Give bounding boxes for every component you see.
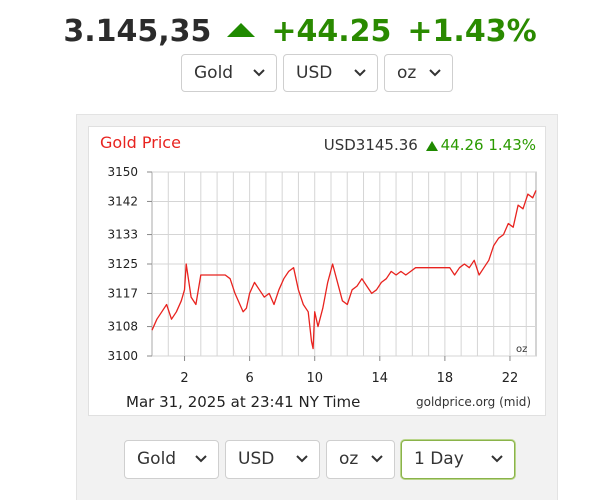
chart-quote-change: 44.26 — [440, 136, 484, 154]
chevron-down-icon — [429, 69, 441, 77]
price-header: 3.145,35 +44.25 +1.43% — [0, 12, 600, 52]
chart-title: Gold Price — [100, 133, 181, 152]
x-tick-label: 2 — [180, 371, 188, 386]
chevron-down-icon — [371, 455, 383, 463]
chart-unit-label: oz — [516, 344, 527, 355]
y-tick-label: 3142 — [107, 194, 138, 208]
bottom-currency-select-value: USD — [238, 449, 275, 469]
up-arrow-icon — [227, 22, 256, 37]
metal-select-value: Gold — [194, 63, 234, 83]
chevron-down-icon — [354, 69, 366, 77]
price-change: +44.25 — [271, 14, 392, 49]
chevron-down-icon — [253, 69, 265, 77]
chart-quote: USD3145.36 44.26 1.43% — [324, 136, 536, 154]
x-tick-label: 10 — [306, 371, 323, 386]
y-tick-label: 3117 — [107, 286, 138, 300]
x-tick-label: 14 — [372, 371, 389, 386]
bottom-currency-select[interactable]: USD — [225, 440, 320, 479]
chevron-down-icon — [296, 455, 308, 463]
chevron-down-icon — [195, 455, 207, 463]
bottom-unit-select-value: oz — [339, 449, 359, 469]
unit-select-value: oz — [397, 63, 417, 83]
current-price: 3.145,35 — [63, 14, 212, 49]
price-series-line — [151, 190, 537, 350]
currency-select[interactable]: USD — [283, 54, 378, 92]
chart-source: goldprice.org (mid) — [416, 395, 532, 409]
x-tick-label: 6 — [245, 371, 253, 386]
y-tick-label: 3125 — [107, 257, 138, 271]
currency-select-value: USD — [296, 63, 333, 83]
chevron-down-icon — [491, 455, 503, 463]
time-range-select[interactable]: 1 Day — [401, 440, 515, 479]
x-tick-label: 18 — [437, 371, 454, 386]
chart-timestamp: Mar 31, 2025 at 23:41 NY Time — [126, 393, 361, 411]
chart-quote-change-percent: 1.43% — [488, 136, 536, 154]
bottom-metal-select[interactable]: Gold — [124, 440, 219, 479]
y-tick-label: 3108 — [107, 320, 138, 334]
metal-select[interactable]: Gold — [181, 54, 277, 92]
y-tick-label: 3133 — [107, 228, 138, 242]
chart-box — [88, 126, 546, 416]
bottom-unit-select[interactable]: oz — [326, 440, 395, 479]
price-change-percent: +1.43% — [407, 14, 537, 49]
unit-select[interactable]: oz — [384, 54, 453, 92]
chart-quote-price: USD3145.36 — [323, 136, 418, 154]
y-tick-label: 3150 — [107, 165, 138, 179]
time-range-select-value: 1 Day — [414, 449, 464, 469]
bottom-metal-select-value: Gold — [137, 449, 177, 469]
x-tick-label: 22 — [502, 371, 519, 386]
y-tick-label: 3100 — [107, 349, 138, 363]
up-arrow-icon — [425, 141, 438, 151]
